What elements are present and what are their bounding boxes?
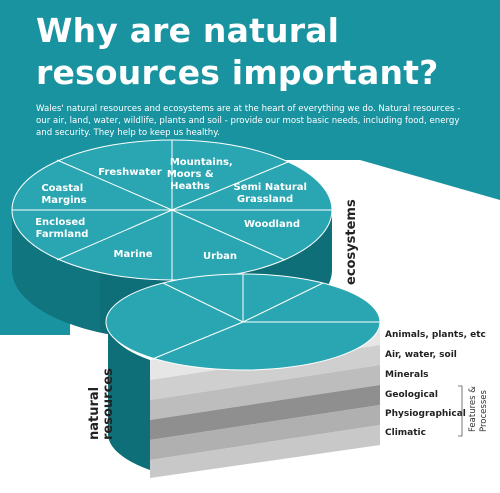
layer-physiographical: Physiographical: [385, 409, 466, 419]
segment-label: Semi Natural: [234, 182, 307, 193]
segment-label: Enclosed: [35, 217, 85, 228]
segment-label: Coastal: [41, 183, 83, 194]
segment-semi-natural-grassland: Semi Natural Grassland: [234, 182, 311, 205]
bracket-label-line: Processes: [479, 390, 489, 432]
features-processes-label: Features & Processes: [468, 383, 489, 432]
layer-band: [150, 385, 380, 440]
segment-urban: Urban: [203, 251, 237, 262]
spoke: [171, 161, 289, 211]
segment-label: Moors &: [167, 169, 214, 180]
segment-label: Mountains,: [170, 157, 233, 168]
resources-layer-labels: Animals, plants, etc Air, water, soil Mi…: [385, 330, 486, 438]
page-title: Why are natural resources important?: [36, 10, 439, 94]
segment-enclosed-farmland: Enclosed Farmland: [35, 217, 89, 240]
natural-resources-title: natural resources: [87, 368, 116, 440]
segment-woodland: Woodland: [244, 219, 300, 230]
segment-marine: Marine: [114, 249, 153, 260]
bracket-label-line: Features &: [468, 386, 478, 432]
resources-spokes: [149, 274, 380, 361]
spoke: [56, 159, 173, 211]
intro-text: Wales' natural resources and ecosystems …: [36, 104, 461, 138]
natural-resources-cylinder: [105, 273, 381, 478]
segment-label: Marine: [114, 249, 153, 260]
segment-label: Urban: [203, 251, 237, 262]
layer-band: [150, 365, 380, 420]
title-line: resources: [101, 368, 116, 440]
segment-coastal-margins: Coastal Margins: [41, 183, 86, 206]
layer-animals-plants: Animals, plants, etc: [385, 330, 486, 340]
page-title-text: Why are natural resources important?: [36, 11, 439, 92]
layer-climatic: Climatic: [385, 428, 426, 438]
segment-freshwater: Freshwater: [98, 167, 162, 178]
page-title-line: Why are natural: [36, 11, 340, 50]
ecosystems-title: ecosystems: [344, 199, 359, 285]
spoke: [171, 209, 286, 261]
segment-mountains: Mountains, Moors & Heaths: [167, 157, 236, 192]
layer-air-water-soil: Air, water, soil: [385, 350, 457, 360]
page-title-line: resources important?: [36, 53, 439, 92]
spoke: [162, 282, 244, 323]
spoke: [242, 282, 324, 323]
features-bracket: [458, 385, 463, 437]
segment-label: Margins: [41, 195, 86, 206]
layer-minerals: Minerals: [385, 370, 429, 380]
title-line: natural: [87, 387, 102, 440]
segment-label: Freshwater: [98, 167, 162, 178]
spoke: [149, 321, 244, 361]
segment-label: Heaths: [170, 181, 210, 192]
spoke: [56, 209, 173, 261]
ecosystems-spokes: [12, 140, 332, 280]
segment-label: Grassland: [237, 194, 293, 205]
resources-cylinder-side: [108, 325, 150, 470]
segment-label: Farmland: [36, 229, 89, 240]
layer-band: [150, 405, 380, 460]
layer-band: [150, 425, 380, 478]
layer-geological: Geological: [385, 390, 438, 400]
segment-label: Woodland: [244, 219, 300, 230]
